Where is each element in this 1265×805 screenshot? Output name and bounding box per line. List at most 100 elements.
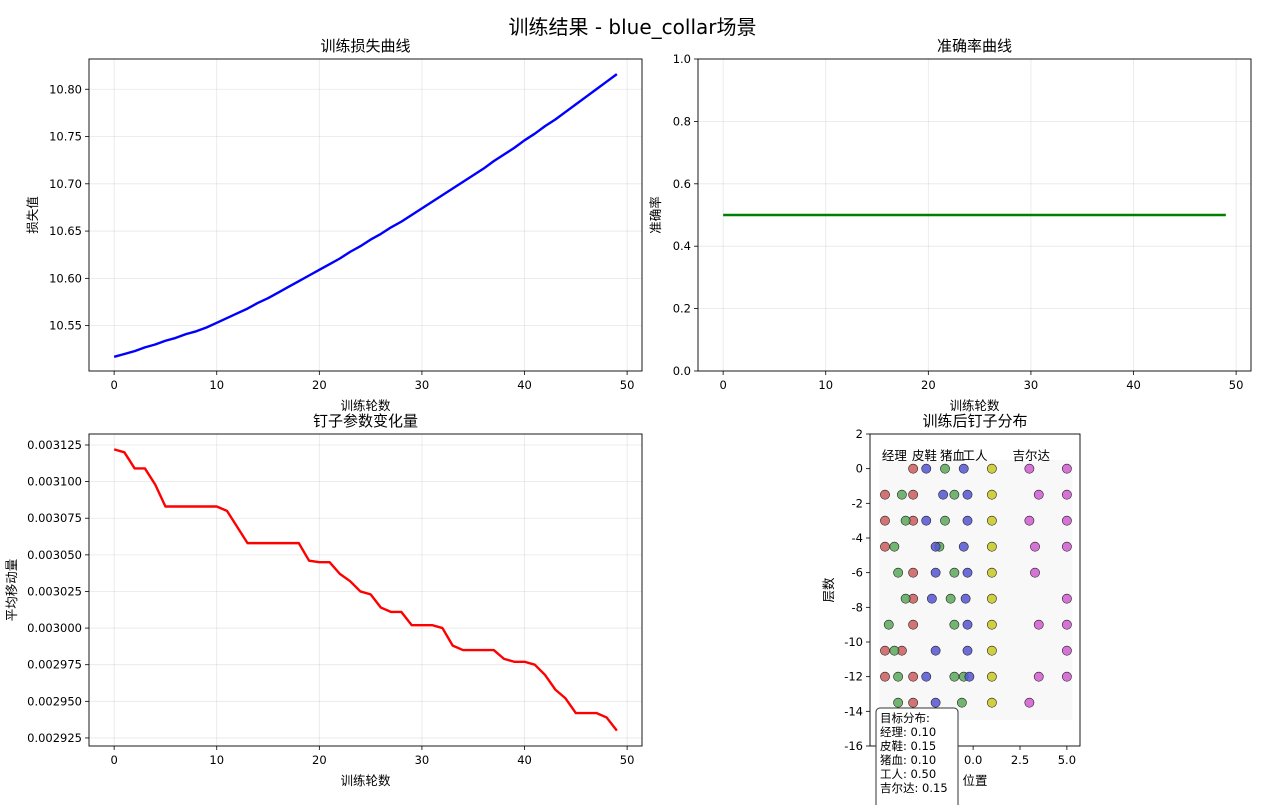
x-tick-label: 20 <box>312 753 327 767</box>
y-tick-label: 2 <box>856 427 863 441</box>
x-axis-label: 训练轮数 <box>340 398 391 413</box>
peg-point <box>1024 697 1035 708</box>
peg-point <box>949 489 960 500</box>
target-distribution-line: 经理: 0.10 <box>880 725 936 739</box>
peg-point <box>962 645 973 656</box>
peg-point <box>893 671 904 682</box>
category-label: 工人 <box>962 448 988 463</box>
target-distribution-line: 皮鞋: 0.15 <box>880 739 936 753</box>
grid <box>89 434 642 746</box>
chart-title: 钉子参数变化量 <box>313 412 418 430</box>
y-tick-label: 10.75 <box>49 130 82 144</box>
peg-point <box>930 645 941 656</box>
peg-point <box>986 515 997 526</box>
peg-point <box>938 489 949 500</box>
target-distribution-line: 猪血: 0.10 <box>880 753 936 767</box>
series-line <box>113 448 618 732</box>
y-tick-label: -4 <box>852 531 863 545</box>
y-tick-label: 0 <box>856 462 863 476</box>
peg-point <box>962 489 973 500</box>
chart-title: 训练损失曲线 <box>320 37 410 55</box>
x-axis-label: 训练轮数 <box>340 773 391 788</box>
peg-point <box>1061 463 1072 474</box>
y-tick-label: -8 <box>852 600 863 614</box>
x-tick-label: 2.5 <box>1011 753 1029 767</box>
peg-point <box>889 645 900 656</box>
peg-point <box>958 541 969 552</box>
peg-point <box>949 567 960 578</box>
peg-point <box>964 671 975 682</box>
peg-point <box>921 463 932 474</box>
figure-title: 训练结果 - blue_collar场景 <box>509 15 757 39</box>
x-axis-label: 训练轮数 <box>949 398 1000 413</box>
x-tick-label: 10 <box>209 753 224 767</box>
peg-point <box>962 515 973 526</box>
peg-point <box>908 697 919 708</box>
x-tick-label: 50 <box>620 753 635 767</box>
y-tick-label: 0.003050 <box>27 548 82 562</box>
category-label: 皮鞋 <box>912 448 938 463</box>
target-distribution-line: 工人: 0.50 <box>880 767 936 781</box>
y-tick-label: 0.003025 <box>27 584 82 598</box>
target-distribution-box <box>875 707 959 805</box>
peg-point <box>958 463 969 474</box>
peg-point <box>962 619 973 630</box>
x-tick-label: 0.0 <box>964 753 982 767</box>
y-tick-label: 0.2 <box>673 302 691 316</box>
y-tick-label: 0.4 <box>673 239 691 253</box>
peg-point <box>1061 593 1072 604</box>
y-axis-label: 平均移动量 <box>4 559 19 622</box>
y-tick-label: 0.003100 <box>27 475 82 489</box>
x-tick-label: 0 <box>719 378 726 392</box>
target-distribution-title: 目标分布: <box>880 711 930 725</box>
x-axis-label: 位置 <box>962 773 987 788</box>
y-tick-label: 10.70 <box>49 177 82 191</box>
peg-point <box>1030 567 1040 578</box>
peg-point <box>949 619 960 630</box>
peg-point <box>1030 541 1040 552</box>
y-axis-label: 层数 <box>821 577 836 603</box>
peg-point <box>940 463 950 474</box>
y-tick-label: -14 <box>844 704 863 718</box>
peg-point <box>896 489 907 500</box>
peg-point <box>889 541 900 552</box>
x-tick-label: 0 <box>110 378 117 392</box>
y-axis-label: 准确率 <box>648 196 663 234</box>
x-tick-label: 30 <box>1024 378 1039 392</box>
peg-point <box>940 515 950 526</box>
y-tick-label: 0.8 <box>673 114 691 128</box>
peg-point <box>908 567 919 578</box>
chart-title: 准确率曲线 <box>937 37 1012 55</box>
x-tick-label: 20 <box>312 378 327 392</box>
category-label: 猪血 <box>940 448 965 463</box>
peg-point <box>908 463 919 474</box>
series-line <box>113 73 618 358</box>
peg-point <box>1061 645 1072 656</box>
board-background <box>879 460 1073 720</box>
peg-point <box>880 645 890 656</box>
peg-point <box>921 515 932 526</box>
peg-point <box>962 567 973 578</box>
x-tick-label: 10 <box>209 378 224 392</box>
y-tick-label: 0.6 <box>673 177 691 191</box>
y-tick-label: -2 <box>852 496 863 510</box>
plot-frame <box>88 58 643 372</box>
peg-point <box>986 671 997 682</box>
peg-point <box>1033 619 1044 630</box>
x-tick-label: 40 <box>1126 378 1141 392</box>
y-tick-label: 10.55 <box>49 319 82 333</box>
peg-point <box>893 697 904 708</box>
target-distribution-line: 吉尔达: 0.15 <box>880 781 948 795</box>
category-label: 吉尔达 <box>1012 448 1050 463</box>
y-tick-label: 0.002925 <box>27 731 82 745</box>
plot-frame <box>88 433 643 747</box>
y-tick-label: 0.002975 <box>27 658 82 672</box>
peg-point <box>900 515 911 526</box>
x-tick-label: 50 <box>1229 378 1244 392</box>
peg-point <box>880 489 890 500</box>
peg-point <box>986 489 997 500</box>
loss-chart: 0 10 20 30 40 50 10.55 10.60 10.65 10.70 10.75 10.8… <box>25 37 643 413</box>
y-tick-label: 10.60 <box>49 271 82 285</box>
peg-change-chart: 0 10 20 30 40 50 0.002925 0.002950 0.002975 0.003… <box>4 412 643 788</box>
